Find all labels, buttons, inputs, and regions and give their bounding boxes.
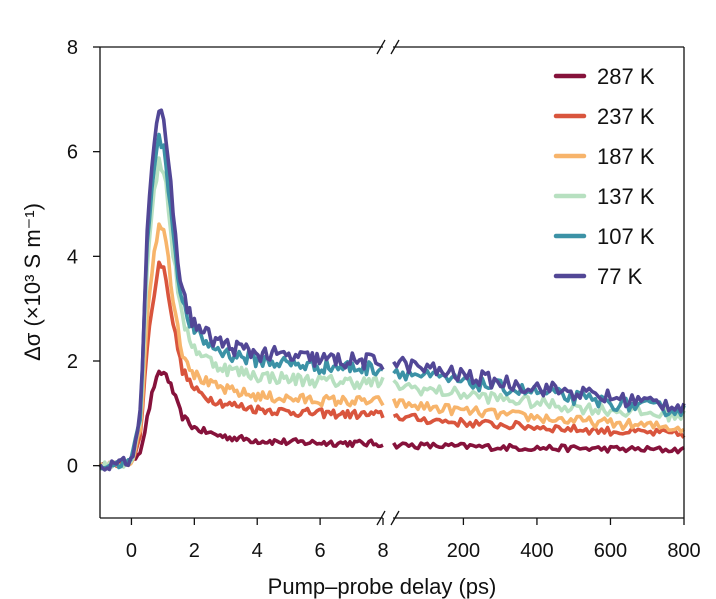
series-187-k xyxy=(98,222,686,468)
x-tick-label: 6 xyxy=(315,540,326,562)
legend-label: 77 K xyxy=(597,264,643,289)
x-tick-label: 200 xyxy=(447,540,480,562)
legend-label: 237 K xyxy=(597,104,655,129)
legend-item: 137 K xyxy=(553,184,655,209)
series-line-left xyxy=(98,369,384,469)
x-tick-label: 2 xyxy=(189,540,200,562)
legend: 287 K 237 K 187 K 137 K 107 K 77 K xyxy=(553,64,655,289)
series-line-left xyxy=(98,222,385,468)
x-tick-label: 600 xyxy=(594,540,627,562)
series-line-right xyxy=(391,398,686,434)
series-line-right xyxy=(392,412,686,439)
legend-label: 287 K xyxy=(597,64,655,89)
y-tick-label: 2 xyxy=(67,351,78,373)
legend-item: 187 K xyxy=(553,144,655,169)
legend-label: 137 K xyxy=(597,184,655,209)
axes-frame xyxy=(99,39,685,526)
series-287-k xyxy=(98,369,685,469)
series-line-left xyxy=(98,108,385,472)
series-237-k xyxy=(98,260,686,470)
x-tick-label: 0 xyxy=(126,540,137,562)
legend-item: 107 K xyxy=(553,224,655,249)
series-77-k xyxy=(98,108,686,472)
x-tick-label: 4 xyxy=(252,540,263,562)
legend-item: 237 K xyxy=(553,104,655,129)
axis-break-mark xyxy=(376,39,386,55)
x-tick-label: 400 xyxy=(520,540,553,562)
legend-item: 77 K xyxy=(553,264,643,289)
ticks: 0 2 4 6 8 0 2 4 6 8 200 400 600 800 xyxy=(67,37,701,562)
legend-label: 187 K xyxy=(597,144,655,169)
y-tick-label: 8 xyxy=(67,37,78,59)
x-tick-label: 800 xyxy=(667,540,700,562)
y-tick-label: 0 xyxy=(67,456,78,478)
axis-break-mark xyxy=(376,510,386,526)
legend-item: 287 K xyxy=(553,64,655,89)
series-line-right xyxy=(392,441,685,455)
x-axis-title: Pump–probe delay (ps) xyxy=(268,574,497,599)
series-line-left xyxy=(98,260,385,470)
legend-label: 107 K xyxy=(597,224,655,249)
y-tick-label: 6 xyxy=(67,142,78,164)
axis-break-mark xyxy=(390,510,400,526)
x-tick-label: 8 xyxy=(377,540,388,562)
series-layer xyxy=(98,108,686,472)
y-tick-label: 4 xyxy=(67,246,78,268)
series-line-right xyxy=(392,355,686,414)
axis-break-mark xyxy=(390,39,400,55)
y-axis-title: Δσ (×10³ S m⁻¹) xyxy=(20,203,45,361)
